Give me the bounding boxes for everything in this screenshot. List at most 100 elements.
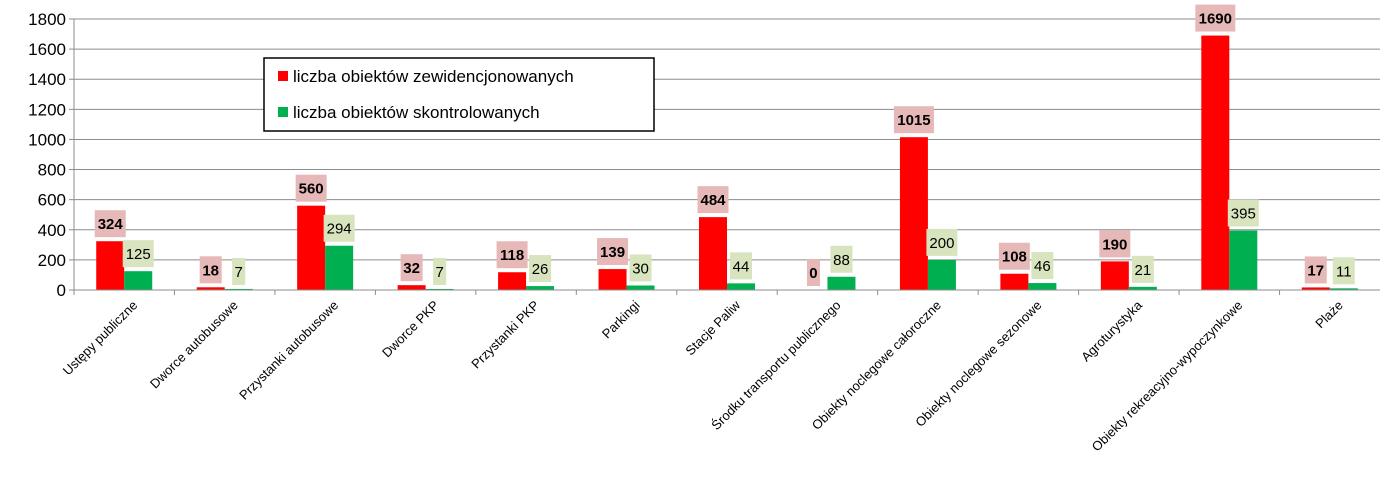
data-label: 44 bbox=[733, 258, 750, 275]
data-label-bg bbox=[295, 174, 327, 202]
data-label: 7 bbox=[235, 264, 243, 281]
data-label-bg bbox=[697, 186, 729, 214]
y-tick-label: 1000 bbox=[28, 130, 66, 149]
data-label: 11 bbox=[1336, 263, 1352, 280]
data-label-bg bbox=[400, 254, 423, 282]
bar-series-2 bbox=[1028, 283, 1057, 290]
data-label: 484 bbox=[700, 192, 726, 209]
bar-series-2 bbox=[827, 276, 856, 290]
y-tick-label: 1200 bbox=[28, 100, 66, 119]
data-label-bg bbox=[323, 214, 355, 242]
data-label: 125 bbox=[126, 246, 151, 263]
data-label-bg bbox=[232, 257, 246, 285]
bar-series-1 bbox=[1201, 35, 1230, 290]
data-label-bg bbox=[433, 257, 447, 285]
x-tick-label: Dworce autobusowe bbox=[147, 298, 241, 392]
data-label-bg bbox=[806, 259, 820, 286]
bar-series-2 bbox=[1229, 230, 1258, 290]
data-label: 21 bbox=[1135, 262, 1152, 279]
data-label: 46 bbox=[1034, 258, 1051, 275]
data-label-bg bbox=[926, 228, 958, 256]
data-label-bg bbox=[1031, 252, 1054, 280]
legend-box bbox=[263, 57, 655, 132]
bar-series-2 bbox=[727, 283, 755, 290]
bar-series-1 bbox=[96, 241, 125, 290]
data-label: 294 bbox=[327, 221, 352, 238]
data-label-bg bbox=[1304, 256, 1327, 284]
data-label: 1015 bbox=[897, 112, 930, 129]
data-label: 395 bbox=[1231, 206, 1256, 223]
data-label-bg bbox=[730, 252, 752, 280]
legend-swatch-series-2 bbox=[278, 107, 288, 117]
bar-series-1 bbox=[699, 217, 727, 290]
bar-series-2 bbox=[626, 285, 655, 290]
bar-series-2 bbox=[325, 245, 354, 290]
x-tick-label: Przystanki PKP bbox=[468, 298, 542, 372]
x-tick-label: Parkingi bbox=[599, 297, 643, 341]
bar-series-1 bbox=[196, 287, 225, 290]
legend-swatch-series-1 bbox=[278, 71, 288, 81]
data-label-bg bbox=[998, 242, 1030, 270]
legend-label-series-2: liczba obiektów skontrolowanych bbox=[293, 103, 540, 122]
data-label: 108 bbox=[1002, 249, 1027, 266]
bar-series-2 bbox=[224, 288, 253, 290]
data-label-bg bbox=[496, 241, 528, 269]
data-label: 200 bbox=[929, 235, 954, 252]
bar-series-1 bbox=[1000, 273, 1029, 290]
x-tick-label: Dworce PKP bbox=[379, 298, 442, 361]
bar-series-1 bbox=[397, 285, 426, 290]
y-tick-label: 1800 bbox=[28, 10, 66, 29]
bar-series-1 bbox=[1100, 261, 1129, 290]
data-label: 324 bbox=[98, 216, 124, 233]
bars bbox=[96, 35, 1358, 290]
x-tick-label: Stacje Paliw bbox=[682, 297, 743, 358]
data-label: 26 bbox=[532, 261, 549, 278]
bar-series-2 bbox=[1128, 286, 1157, 290]
x-axis: Ustępy publiczne Dworce autobusowePrzysta… bbox=[60, 289, 1380, 454]
x-tick-label: Przystanki autobusowe bbox=[236, 298, 341, 403]
data-label-bg bbox=[1131, 255, 1154, 283]
bar-series-1 bbox=[899, 137, 928, 290]
data-label-bg bbox=[830, 245, 853, 273]
data-label: 7 bbox=[435, 264, 443, 281]
data-label: 32 bbox=[403, 260, 420, 277]
data-label: 0 bbox=[809, 265, 817, 282]
data-label-bg bbox=[1195, 4, 1236, 32]
data-label-bg bbox=[529, 255, 552, 283]
y-tick-label: 400 bbox=[38, 221, 66, 240]
y-tick-label: 200 bbox=[38, 251, 66, 270]
legend: liczba obiektów zewidencjonowanych liczb… bbox=[263, 57, 655, 132]
data-label: 139 bbox=[600, 244, 625, 261]
data-label-bg bbox=[1099, 230, 1131, 258]
data-label-bg bbox=[1227, 199, 1259, 227]
data-label-bg bbox=[94, 210, 126, 238]
data-label: 190 bbox=[1102, 236, 1127, 253]
y-tick-label: 600 bbox=[38, 191, 66, 210]
bar-series-2 bbox=[1329, 288, 1358, 290]
y-axis: 0 200 400 600 800 1000 1200 1400 1600 1800 bbox=[28, 10, 75, 300]
bar-series-2 bbox=[526, 286, 555, 290]
x-tick-label: Agroturystyka bbox=[1078, 297, 1145, 364]
legend-label-series-1: liczba obiektów zewidencjonowanych bbox=[293, 67, 574, 86]
data-label: 17 bbox=[1307, 262, 1324, 279]
y-tick-label: 800 bbox=[38, 161, 66, 180]
data-label: 118 bbox=[500, 247, 524, 264]
bar-series-2 bbox=[927, 259, 956, 290]
data-label: 560 bbox=[299, 181, 324, 198]
y-tick-label: 1400 bbox=[28, 70, 66, 89]
y-tick-label: 0 bbox=[57, 281, 66, 300]
x-tick-label: Ustępy publiczne bbox=[60, 298, 141, 379]
data-label: 1690 bbox=[1199, 11, 1232, 28]
data-label-bg bbox=[122, 240, 154, 268]
data-label-bg bbox=[893, 106, 934, 134]
x-tick-label: Plaże bbox=[1312, 298, 1346, 332]
bar-series-2 bbox=[124, 271, 153, 290]
data-label-bg bbox=[1332, 257, 1355, 285]
bar-series-1 bbox=[1301, 287, 1330, 290]
bar-series-2 bbox=[425, 288, 454, 290]
y-tick-label: 1600 bbox=[28, 40, 66, 59]
bar-series-1 bbox=[598, 269, 627, 290]
data-label-bg bbox=[597, 238, 629, 266]
